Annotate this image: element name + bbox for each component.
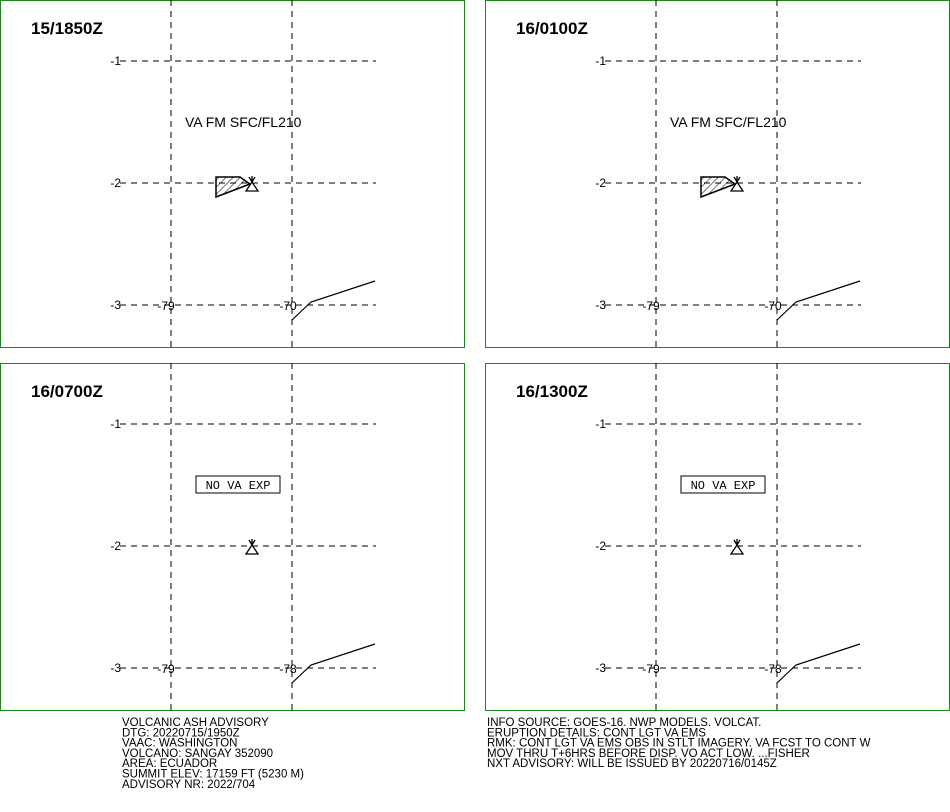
annotation: NO VA EXP (691, 479, 756, 493)
coastline (776, 643, 861, 684)
volcano-plume (733, 539, 741, 547)
annotation: NO VA EXP (206, 479, 271, 493)
lon-label: -78 (279, 662, 297, 676)
lat-label: -3 (595, 661, 606, 675)
lat-label: -2 (110, 539, 121, 553)
volcano-plume (733, 176, 741, 184)
panel-frame (485, 363, 950, 711)
ash-area (215, 176, 252, 199)
footer-line: VOLCANO: SANGAY 352090 (122, 748, 273, 760)
footer-line: INFO SOURCE: GOES-16. NWP MODELS. VOLCAT… (487, 717, 761, 729)
footer-line: NXT ADVISORY: WILL BE ISSUED BY 20220716… (487, 758, 777, 770)
lon-label: -70 (764, 299, 782, 313)
coastline (776, 280, 861, 321)
lon-label: -79 (157, 662, 175, 676)
lon-label: -78 (764, 662, 782, 676)
lat-label: -1 (110, 417, 121, 431)
footer-line: DTG: 20220715/1950Z (122, 727, 240, 739)
coastline (291, 280, 376, 321)
annotation: VA FM SFC/FL210 (185, 114, 302, 130)
footer-line: ERUPTION DETAILS: CONT LGT VA EMS (487, 727, 706, 739)
lat-label: -2 (595, 539, 606, 553)
footer-line: MOV THRU T+6HRS BEFORE DISP. VO ACT LOW.… (487, 748, 810, 760)
annotation: VA FM SFC/FL210 (670, 114, 787, 130)
lat-label: -2 (595, 176, 606, 190)
lat-label: -1 (595, 417, 606, 431)
footer-line: AREA: ECUADOR (122, 758, 217, 770)
coastline (291, 643, 376, 684)
volcano-plume (248, 539, 256, 547)
lon-label: -79 (157, 299, 175, 313)
footer-line: ADVISORY NR: 2022/704 (122, 779, 256, 791)
valid-time: 15/1850Z (31, 19, 103, 38)
lon-label: -79 (642, 662, 660, 676)
volcano-symbol (729, 180, 745, 192)
footer-line: RMK: CONT LGT VA EMS OBS IN STLT IMAGERY… (487, 738, 871, 750)
valid-time: 16/0100Z (516, 19, 588, 38)
panel-frame (0, 0, 465, 348)
ash-area (700, 176, 737, 199)
panel-frame (485, 0, 950, 348)
valid-time: 16/1300Z (516, 382, 588, 401)
volcano-symbol (729, 543, 745, 555)
panel-frame (0, 363, 465, 711)
valid-time: 16/0700Z (31, 382, 103, 401)
annotation-box (680, 475, 766, 494)
volcano-symbol (244, 543, 260, 555)
lon-label: -70 (279, 299, 297, 313)
panel: 15/1850Z -1 -2 -3 -79 -70 VA FM SFC/FL210 (0, 0, 465, 348)
footer-line: VAAC: WASHINGTON (122, 738, 237, 750)
lat-label: -1 (110, 54, 121, 68)
lon-label: -79 (642, 299, 660, 313)
lat-label: -2 (110, 176, 121, 190)
lat-label: -3 (110, 661, 121, 675)
panel: 16/0100Z -1 -2 -3 -79 -70 VA FM SFC/FL210 (485, 0, 950, 348)
volcano-plume (248, 176, 256, 184)
footer-line: VOLCANIC ASH ADVISORY (122, 717, 269, 729)
annotation-box (195, 475, 281, 494)
volcano-symbol (244, 180, 260, 192)
panel: 16/1300Z -1 -2 -3 -79 -78 NO VA EXP (485, 363, 950, 711)
footer-line: SUMMIT ELEV: 17159 FT (5230 M) (122, 769, 304, 781)
lat-label: -3 (595, 298, 606, 312)
lat-label: -1 (595, 54, 606, 68)
panel: 16/0700Z -1 -2 -3 -79 -78 NO VA EXP (0, 363, 465, 711)
lat-label: -3 (110, 298, 121, 312)
